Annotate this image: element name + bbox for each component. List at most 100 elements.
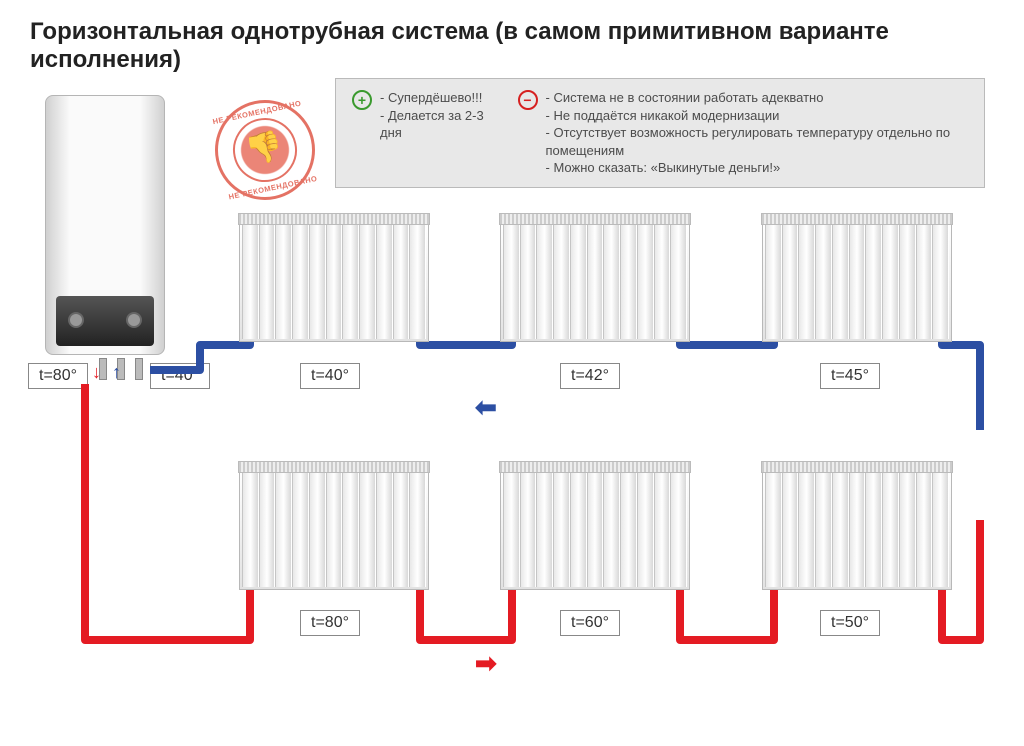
radiator-fin — [637, 225, 654, 339]
radiator-fin — [899, 225, 916, 339]
con-item: Можно сказать: «Выкинутые деньги!» — [546, 159, 969, 177]
radiator-fin — [503, 225, 520, 339]
radiator-fin — [536, 225, 553, 339]
radiator-fin — [882, 473, 899, 587]
radiator-fin — [620, 225, 637, 339]
con-item: Отсутствует возможность регулировать тем… — [546, 124, 969, 159]
boiler-in-temp: t=40° — [150, 363, 210, 389]
flow-left-icon: ⬅ — [475, 392, 497, 423]
radiator-fin — [798, 225, 815, 339]
radiator-fin — [916, 225, 933, 339]
pipe-stub — [135, 358, 143, 380]
temp-label: t=42° — [560, 363, 620, 389]
knob-icon — [126, 312, 142, 328]
radiator-fin — [570, 225, 587, 339]
radiator-fin — [882, 225, 899, 339]
not-recommended-stamp: НЕ РЕКОМЕНДОВАНО 👎 НЕ РЕКОМЕНДОВАНО — [206, 91, 325, 210]
knob-icon — [68, 312, 84, 328]
boiler-out-temp: t=80° — [28, 363, 88, 389]
radiator-fin — [553, 473, 570, 587]
radiator-fin — [782, 225, 799, 339]
radiator-fin — [832, 473, 849, 587]
boiler-outlets — [99, 358, 143, 380]
radiator-fin — [832, 225, 849, 339]
radiator-fin — [259, 225, 276, 339]
cons-column: − Система не в состоянии работать адеква… — [518, 89, 969, 177]
radiator-fin — [520, 473, 537, 587]
radiator-fin — [765, 225, 782, 339]
radiator-fin — [916, 473, 933, 587]
radiator-fin — [242, 225, 259, 339]
radiator-fin — [899, 473, 916, 587]
pro-item: Делается за 2-3 дня — [380, 107, 490, 142]
radiator-fin — [815, 225, 832, 339]
radiator-fin — [393, 473, 410, 587]
radiator-fin — [815, 473, 832, 587]
radiator-fin — [536, 473, 553, 587]
radiator-fin — [654, 473, 671, 587]
con-item: Не поддаётся никакой модернизации — [546, 107, 969, 125]
radiator-fin — [309, 225, 326, 339]
radiator-fin — [865, 225, 882, 339]
radiator-fin — [326, 473, 343, 587]
radiator-fin — [865, 473, 882, 587]
radiator-fin — [342, 473, 359, 587]
radiator-fin — [637, 473, 654, 587]
radiator-fin — [520, 225, 537, 339]
radiator-fin — [342, 225, 359, 339]
radiator-fin — [503, 473, 520, 587]
radiator-fin — [553, 225, 570, 339]
pros-list: Супердёшево!!! Делается за 2-3 дня — [380, 89, 490, 177]
thumb-down-icon: 👎 — [243, 127, 287, 169]
con-item: Система не в состоянии работать адекватн… — [546, 89, 969, 107]
pros-column: + Супердёшево!!! Делается за 2-3 дня — [352, 89, 490, 177]
radiator-fin — [376, 473, 393, 587]
radiator-fin — [620, 473, 637, 587]
plus-icon: + — [352, 90, 372, 110]
radiator-fin — [409, 225, 426, 339]
info-box: + Супердёшево!!! Делается за 2-3 дня − С… — [335, 78, 985, 188]
radiator-fin — [326, 225, 343, 339]
temp-label: t=45° — [820, 363, 880, 389]
flow-right-icon: ➡ — [475, 648, 497, 679]
temp-label: t=40° — [300, 363, 360, 389]
pro-item: Супердёшево!!! — [380, 89, 490, 107]
radiator-fin — [654, 225, 671, 339]
radiator — [500, 470, 690, 590]
flow-out-down-icon: ↓ — [92, 362, 101, 383]
radiator — [239, 222, 429, 342]
radiator-fin — [603, 225, 620, 339]
radiator-fin — [242, 473, 259, 587]
radiator-fin — [570, 473, 587, 587]
temp-label: t=80° — [300, 610, 360, 636]
radiator-fin — [359, 473, 376, 587]
stamp-inner: 👎 — [227, 112, 303, 188]
radiator-fin — [798, 473, 815, 587]
flow-in-up-icon: ↑ — [112, 362, 121, 383]
radiator-fin — [849, 473, 866, 587]
radiator-fin — [292, 473, 309, 587]
radiator — [762, 470, 952, 590]
radiator-fin — [932, 225, 949, 339]
temp-label: t=60° — [560, 610, 620, 636]
radiator-fin — [309, 473, 326, 587]
cons-list: Система не в состоянии работать адекватн… — [546, 89, 969, 177]
radiator-fin — [376, 225, 393, 339]
radiator-fin — [259, 473, 276, 587]
boiler — [45, 95, 165, 355]
radiator-fin — [587, 473, 604, 587]
radiator-fin — [849, 225, 866, 339]
radiator-fin — [765, 473, 782, 587]
radiator — [239, 470, 429, 590]
radiator-fin — [782, 473, 799, 587]
radiator-fin — [409, 473, 426, 587]
radiator-fin — [587, 225, 604, 339]
radiator-fin — [359, 225, 376, 339]
radiator — [762, 222, 952, 342]
radiator-fin — [603, 473, 620, 587]
radiator-fin — [275, 473, 292, 587]
minus-icon: − — [518, 90, 538, 110]
radiator — [500, 222, 690, 342]
radiator-fin — [670, 225, 687, 339]
radiator-fin — [932, 473, 949, 587]
